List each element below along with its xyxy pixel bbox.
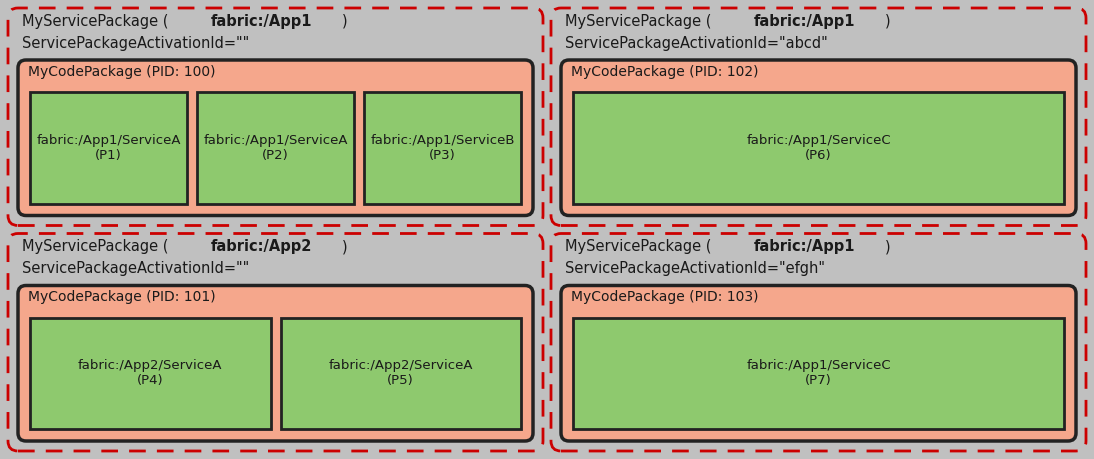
- Text: MyServicePackage (: MyServicePackage (: [565, 240, 711, 254]
- Text: MyCodePackage (PID: 103): MyCodePackage (PID: 103): [571, 291, 758, 304]
- Text: fabric:/App1/ServiceA
(P2): fabric:/App1/ServiceA (P2): [203, 134, 348, 162]
- Text: fabric:/App1: fabric:/App1: [754, 14, 856, 29]
- Text: MyServicePackage (: MyServicePackage (: [565, 14, 711, 29]
- FancyBboxPatch shape: [8, 8, 543, 225]
- Bar: [573, 92, 1064, 203]
- Text: fabric:/App1/ServiceC
(P6): fabric:/App1/ServiceC (P6): [746, 134, 891, 162]
- Text: fabric:/App1: fabric:/App1: [754, 240, 856, 254]
- Text: fabric:/App2: fabric:/App2: [211, 240, 313, 254]
- Text: fabric:/App1: fabric:/App1: [211, 14, 313, 29]
- Text: MyServicePackage (: MyServicePackage (: [22, 240, 168, 254]
- FancyBboxPatch shape: [561, 285, 1076, 441]
- Text: fabric:/App2/ServiceA
(P5): fabric:/App2/ServiceA (P5): [328, 359, 473, 387]
- Bar: [197, 92, 354, 203]
- FancyBboxPatch shape: [18, 60, 533, 215]
- Text: MyCodePackage (PID: 102): MyCodePackage (PID: 102): [571, 65, 758, 79]
- Text: ): ): [341, 240, 348, 254]
- Text: fabric:/App1/ServiceA
(P1): fabric:/App1/ServiceA (P1): [36, 134, 181, 162]
- FancyBboxPatch shape: [18, 285, 533, 441]
- Text: ServicePackageActivationId="abcd": ServicePackageActivationId="abcd": [565, 36, 828, 51]
- Bar: [364, 92, 521, 203]
- FancyBboxPatch shape: [551, 8, 1086, 225]
- Text: fabric:/App1/ServiceC
(P7): fabric:/App1/ServiceC (P7): [746, 359, 891, 387]
- Text: MyServicePackage (: MyServicePackage (: [22, 14, 168, 29]
- Text: MyCodePackage (PID: 100): MyCodePackage (PID: 100): [28, 65, 216, 79]
- Text: ServicePackageActivationId="": ServicePackageActivationId="": [22, 36, 249, 51]
- FancyBboxPatch shape: [561, 60, 1076, 215]
- Text: ): ): [885, 14, 891, 29]
- Text: fabric:/App1/ServiceB
(P3): fabric:/App1/ServiceB (P3): [370, 134, 515, 162]
- Text: ServicePackageActivationId="efgh": ServicePackageActivationId="efgh": [565, 262, 825, 276]
- Text: ): ): [885, 240, 891, 254]
- Text: ServicePackageActivationId="": ServicePackageActivationId="": [22, 262, 249, 276]
- Bar: [30, 318, 270, 429]
- FancyBboxPatch shape: [551, 234, 1086, 451]
- FancyBboxPatch shape: [8, 234, 543, 451]
- Bar: [573, 318, 1064, 429]
- Text: MyCodePackage (PID: 101): MyCodePackage (PID: 101): [28, 291, 216, 304]
- Text: fabric:/App2/ServiceA
(P4): fabric:/App2/ServiceA (P4): [78, 359, 222, 387]
- Bar: [30, 92, 187, 203]
- Bar: [280, 318, 521, 429]
- Text: ): ): [342, 14, 348, 29]
